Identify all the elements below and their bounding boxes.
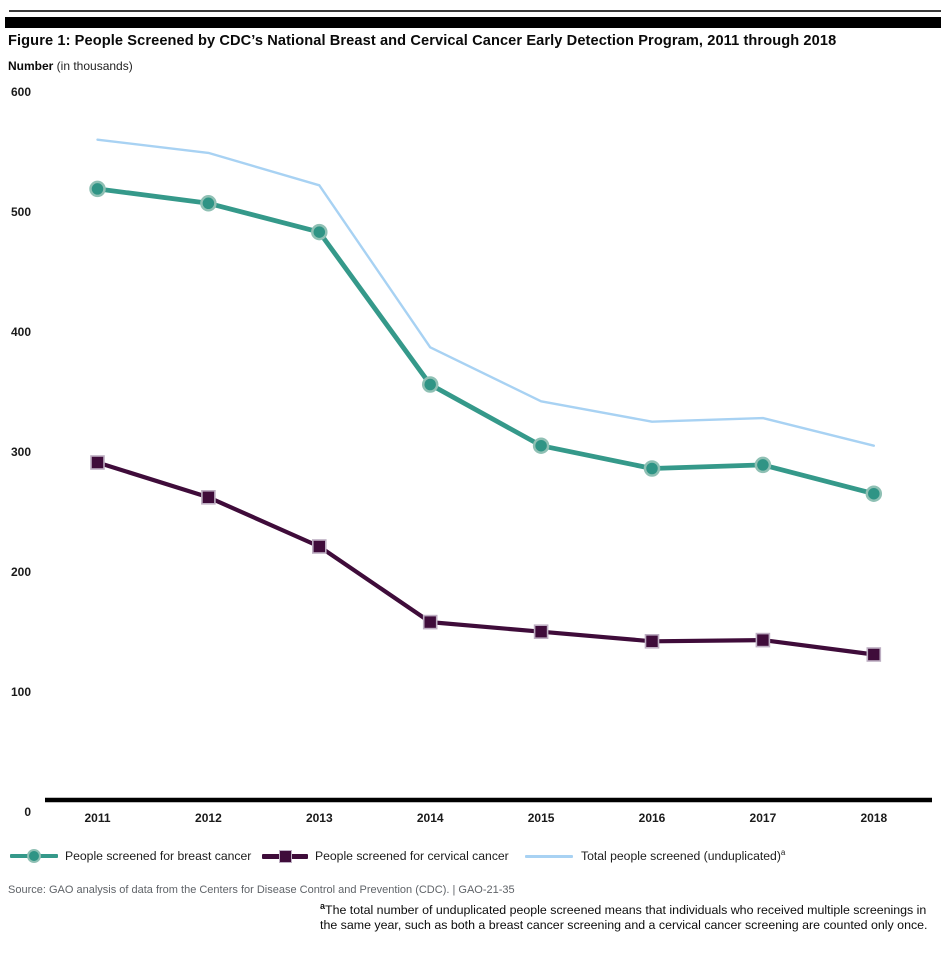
total-screened-line xyxy=(96,138,875,447)
cervical-cancer-data-point xyxy=(533,624,549,640)
cervical-cancer-line xyxy=(95,460,876,657)
breast-cancer-data-point xyxy=(532,437,550,454)
cervical-cancer-data-point xyxy=(422,614,438,630)
x-axis-tick-label: 2013 xyxy=(306,811,333,825)
cervical-cancer-data-point xyxy=(90,455,105,470)
y-axis-tick-label: 0 xyxy=(24,805,31,819)
footnote: aThe total number of unduplicated people… xyxy=(320,900,944,934)
cervical-cancer-data-point xyxy=(644,633,660,649)
cervical-cancer-data-point xyxy=(755,632,771,648)
unit-label-number: Number xyxy=(8,59,54,73)
top-thin-rule xyxy=(9,10,941,12)
legend-item-cervical-cancer: People screened for cervical cancer xyxy=(262,846,509,866)
total-screened-line-swatch xyxy=(525,846,573,866)
x-axis-tick-label: 2017 xyxy=(750,811,777,825)
x-axis-tick-label: 2012 xyxy=(195,811,222,825)
cervical-cancer-data-point xyxy=(201,489,216,505)
footnote-text: The total number of unduplicated people … xyxy=(320,903,928,933)
breast-cancer-data-point xyxy=(200,195,217,212)
legend-label-breast-cancer: People screened for breast cancer xyxy=(65,849,252,863)
y-axis-tick-label: 400 xyxy=(11,325,31,339)
line-chart: 600 500 400 300 200 100 0 2011 2012 2013 2014 2015 2… xyxy=(11,85,932,825)
breast-cancer-line-swatch xyxy=(10,846,58,866)
cervical-cancer-data-point xyxy=(866,647,882,662)
unit-label-thousands: (in thousands) xyxy=(53,59,133,73)
breast-cancer-data-point xyxy=(421,376,439,393)
footnote-marker: a xyxy=(320,900,326,911)
y-axis-tick-label: 200 xyxy=(11,565,31,579)
legend-item-breast-cancer: People screened for breast cancer xyxy=(10,846,251,866)
source-text: Source: GAO analysis of data from the Ce… xyxy=(8,884,515,896)
legend-label-total-screened: Total people screened (unduplicated)a xyxy=(581,848,785,863)
y-axis-tick-label: 300 xyxy=(11,445,31,459)
y-axis-tick-label: 100 xyxy=(11,685,31,699)
breast-cancer-data-point xyxy=(643,460,661,477)
x-axis-tick-label: 2011 xyxy=(84,811,110,825)
breast-cancer-data-point xyxy=(754,456,772,474)
x-axis-tick-label: 2014 xyxy=(417,811,444,825)
y-axis-tick-label: 500 xyxy=(11,205,31,219)
cervical-cancer-data-point xyxy=(311,539,327,554)
legend-label-cervical-cancer: People screened for cervical cancer xyxy=(315,849,509,863)
figure-title: Figure 1: People Screened by CDC’s Natio… xyxy=(8,33,837,49)
y-axis-tick-label: 600 xyxy=(11,85,31,99)
y-axis-unit-label: Number (in thousands) xyxy=(8,59,133,73)
legend-item-total-screened: Total people screened (unduplicated)a xyxy=(525,846,785,866)
breast-cancer-data-point xyxy=(89,180,106,198)
chart-legend: People screened for breast cancer People… xyxy=(0,846,945,866)
x-axis-tick-label: 2016 xyxy=(639,811,666,825)
circle-marker-icon xyxy=(27,849,41,863)
legend-label-total-text: Total people screened (unduplicated) xyxy=(581,849,781,864)
x-axis-tick-label: 2015 xyxy=(528,811,555,825)
legend-label-total-sup: a xyxy=(780,848,786,858)
breast-cancer-line xyxy=(95,186,877,497)
x-axis-tick-label: 2018 xyxy=(860,811,887,825)
breast-cancer-data-point xyxy=(865,485,883,502)
cervical-cancer-line-swatch xyxy=(262,846,308,866)
square-marker-icon xyxy=(279,850,292,863)
title-black-bar xyxy=(5,17,941,28)
breast-cancer-data-point xyxy=(311,223,328,241)
